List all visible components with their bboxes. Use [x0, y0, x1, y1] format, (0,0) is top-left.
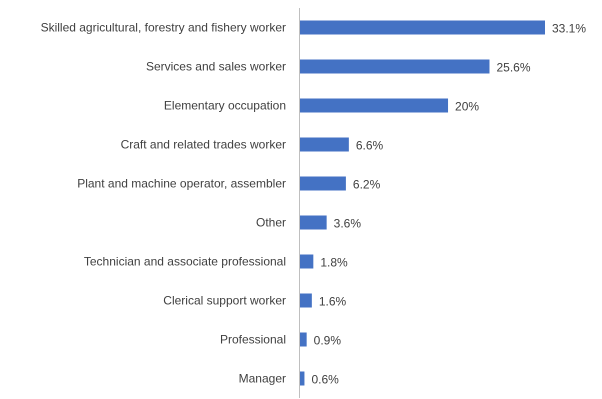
category-label: Clerical support worker	[163, 294, 286, 308]
data-label: 6.6%	[356, 139, 384, 153]
data-label: 1.6%	[319, 295, 347, 309]
category-label: Manager	[239, 372, 286, 386]
bar	[300, 176, 346, 191]
data-label: 6.2%	[353, 178, 381, 192]
bar	[300, 254, 314, 269]
bar	[300, 20, 545, 35]
data-label: 25.6%	[496, 61, 530, 75]
data-label: 33.1%	[552, 22, 586, 36]
bar	[300, 332, 307, 347]
category-label: Plant and machine operator, assembler	[77, 177, 286, 191]
bar	[300, 98, 449, 113]
data-label: 20%	[455, 100, 479, 114]
category-label: Other	[256, 216, 286, 230]
bar	[300, 293, 312, 308]
data-label: 3.6%	[334, 217, 362, 231]
bars	[300, 20, 545, 386]
data-label: 1.8%	[320, 256, 348, 270]
category-label: Skilled agricultural, forestry and fishe…	[41, 21, 286, 35]
data-label: 0.6%	[311, 373, 339, 387]
data-label: 0.9%	[314, 334, 342, 348]
category-label: Professional	[220, 333, 286, 347]
category-label: Services and sales worker	[146, 60, 286, 74]
category-label: Elementary occupation	[164, 99, 286, 113]
category-label: Craft and related trades worker	[121, 138, 286, 152]
bar	[300, 371, 305, 386]
category-label: Technician and associate professional	[84, 255, 286, 269]
bar	[300, 137, 349, 152]
bar	[300, 215, 327, 230]
value-labels: 33.1% 25.6% 20% 6.6% 6.2% 3.6% 1.8% 1.6% 0.9% 0.6…	[311, 22, 586, 387]
category-labels: Skilled agricultural, forestry and fishe…	[41, 21, 286, 386]
bar	[300, 59, 490, 74]
